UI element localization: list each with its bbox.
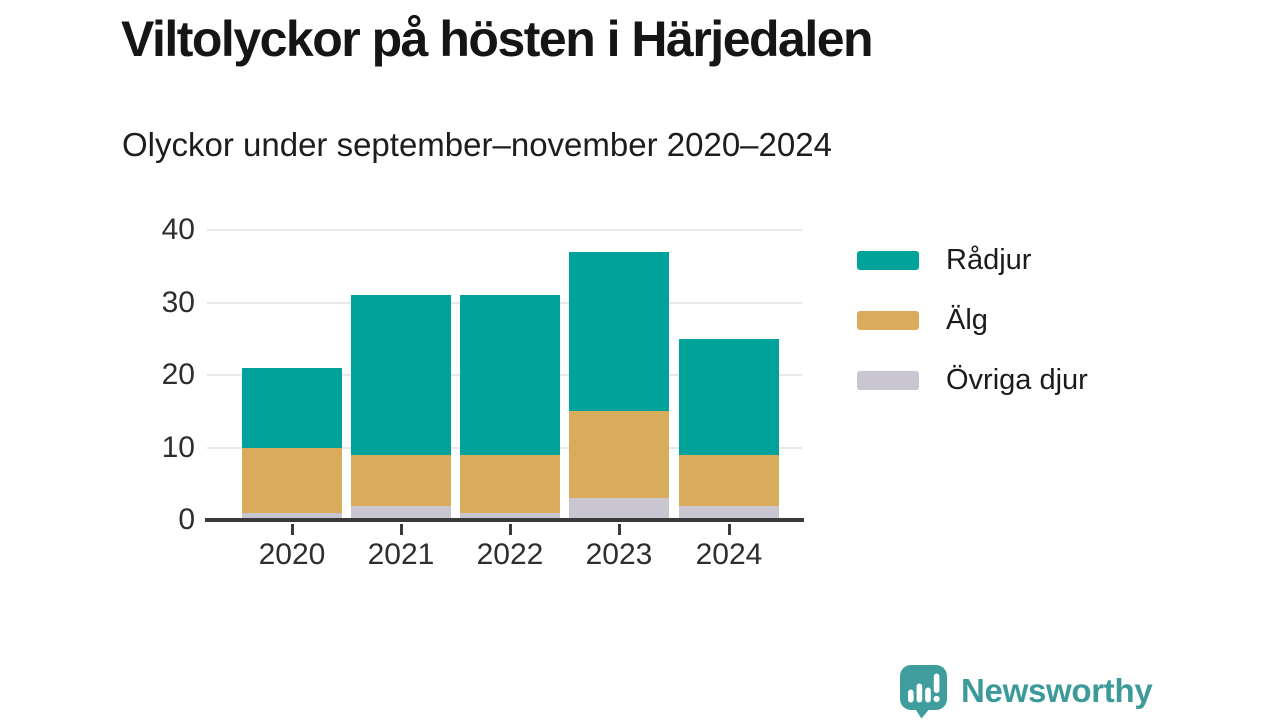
bar-2023--vriga-djur bbox=[569, 498, 669, 520]
bar-2024--lg bbox=[679, 454, 779, 506]
bar-2021--lg bbox=[351, 454, 451, 506]
x-tick-label-2023: 2023 bbox=[585, 538, 653, 571]
x-tick-2021 bbox=[399, 524, 403, 535]
bar-chart-speech-bubble-icon bbox=[900, 665, 947, 719]
bar-2020-r-djur bbox=[242, 367, 342, 448]
y-tick-label-0: 0 bbox=[178, 503, 195, 536]
x-tick-2023 bbox=[617, 524, 621, 535]
chart-subtitle: Olyckor under september–november 2020–20… bbox=[122, 126, 832, 163]
x-tick-label-2021: 2021 bbox=[367, 538, 435, 571]
plot-area bbox=[205, 229, 804, 522]
y-tick-label-40: 40 bbox=[161, 213, 195, 246]
legend-item--lg: Älg bbox=[857, 306, 1088, 335]
bar-2024-r-djur bbox=[679, 338, 779, 455]
brand-footer: Newsworthy bbox=[895, 662, 1153, 719]
bar-2021--vriga-djur bbox=[351, 505, 451, 520]
legend-label-r-djur: Rådjur bbox=[946, 244, 1032, 276]
bar-2022--lg bbox=[460, 454, 560, 513]
x-tick-label-2024: 2024 bbox=[695, 538, 763, 571]
y-axis-labels: 0 10 20 30 40 bbox=[131, 215, 195, 535]
y-tick-label-20: 20 bbox=[161, 358, 195, 391]
y-tick-label-10: 10 bbox=[161, 430, 195, 464]
x-tick-2020 bbox=[290, 524, 294, 535]
legend-label--vriga-djur: Övriga djur bbox=[946, 364, 1088, 396]
gridline-40 bbox=[207, 229, 802, 231]
x-tick-label-2020: 2020 bbox=[258, 538, 326, 571]
y-tick-label-30: 30 bbox=[161, 285, 195, 319]
bar-2020--lg bbox=[242, 447, 342, 513]
legend-item-r-djur: Rådjur bbox=[857, 246, 1088, 275]
x-tick-2022 bbox=[508, 524, 512, 535]
x-tick-label-2022: 2022 bbox=[476, 538, 544, 571]
legend-swatch-r-djur bbox=[857, 251, 919, 270]
bar-2021-r-djur bbox=[351, 295, 451, 455]
bar-2020--vriga-djur bbox=[242, 512, 342, 520]
legend-item--vriga-djur: Övriga djur bbox=[857, 366, 1088, 395]
bar-2023--lg bbox=[569, 411, 669, 499]
bar-2022--vriga-djur bbox=[460, 512, 560, 520]
x-axis-line bbox=[205, 518, 804, 522]
bar-2022-r-djur bbox=[460, 295, 560, 455]
bar-2023-r-djur bbox=[569, 251, 669, 412]
bar-2024--vriga-djur bbox=[679, 505, 779, 520]
legend-label--lg: Älg bbox=[946, 304, 988, 336]
brand-name: Newsworthy bbox=[961, 671, 1153, 709]
page-title: Viltolyckor på hösten i Härjedalen bbox=[121, 11, 874, 67]
legend-swatch--vriga-djur bbox=[857, 371, 919, 390]
x-axis-labels: 2020 2021 2022 2023 2024 bbox=[207, 520, 802, 590]
legend-swatch--lg bbox=[857, 311, 919, 330]
x-tick-2024 bbox=[727, 524, 731, 535]
chart-legend: Rådjur Älg Övriga djur bbox=[857, 246, 1088, 395]
